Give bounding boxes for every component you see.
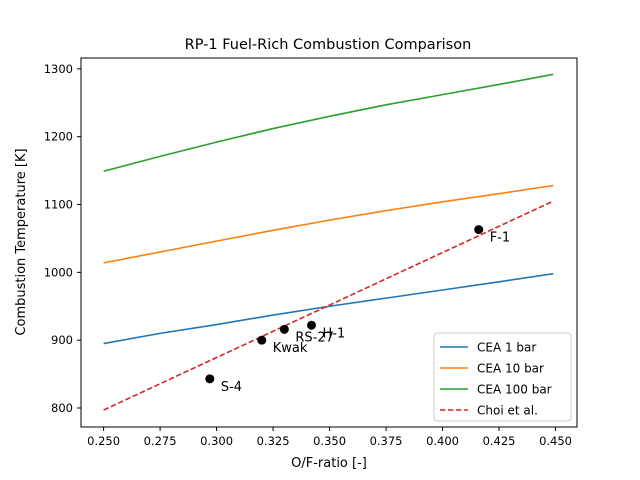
- data-point: [205, 374, 215, 384]
- y-tick-label: 800: [51, 401, 73, 415]
- data-point: [474, 225, 484, 235]
- x-tick-label: 0.325: [257, 434, 290, 448]
- data-point-label: S-4: [221, 380, 242, 395]
- series-line-1: [103, 184, 554, 264]
- data-point-label: F-1: [490, 231, 510, 246]
- x-tick-label: 0.250: [87, 434, 120, 448]
- x-tick-label: 0.275: [144, 434, 177, 448]
- x-axis-label: O/F-ratio [-]: [291, 456, 367, 471]
- legend-label: CEA 1 bar: [477, 341, 536, 355]
- x-axis: 0.250 0.275 0.300 0.325 0.350 0.375 0.400 0.425…: [87, 427, 572, 448]
- legend: CEA 1 bar CEA 10 bar CEA 100 bar Choi et al…: [433, 332, 572, 422]
- data-point-label: RS-27: [295, 330, 334, 345]
- legend-box: [433, 332, 572, 422]
- x-tick-label: 0.300: [200, 434, 233, 448]
- legend-label: Choi et al.: [477, 404, 538, 418]
- y-tick-label: 1000: [44, 265, 73, 279]
- chart-title: RP-1 Fuel-Rich Combustion Comparison: [185, 37, 472, 53]
- y-axis: 800 900 1000 1100 1200 1300: [44, 62, 81, 415]
- legend-label: CEA 100 bar: [477, 383, 552, 397]
- data-point: [257, 335, 267, 345]
- x-tick-label: 0.425: [483, 434, 516, 448]
- legend-label: CEA 10 bar: [477, 362, 544, 376]
- series-layer: [103, 73, 554, 411]
- y-axis-label: Combustion Temperature [K]: [14, 148, 29, 335]
- data-point-label: Kwak: [273, 341, 308, 356]
- series-line-0: [103, 272, 554, 345]
- axes-frame: [80, 57, 578, 428]
- data-point-label: H-1: [322, 326, 345, 341]
- x-tick-label: 0.375: [370, 434, 403, 448]
- y-tick-label: 900: [51, 333, 73, 347]
- y-tick-label: 1200: [44, 130, 73, 144]
- series-line-3: [103, 200, 554, 411]
- x-tick-label: 0.400: [426, 434, 459, 448]
- series-line-2: [103, 73, 554, 173]
- x-tick-label: 0.350: [313, 434, 346, 448]
- y-tick-label: 1100: [44, 198, 73, 212]
- x-tick-label: 0.450: [539, 434, 572, 448]
- data-point: [306, 320, 316, 330]
- data-point: [279, 324, 289, 334]
- y-tick-label: 1300: [44, 62, 73, 76]
